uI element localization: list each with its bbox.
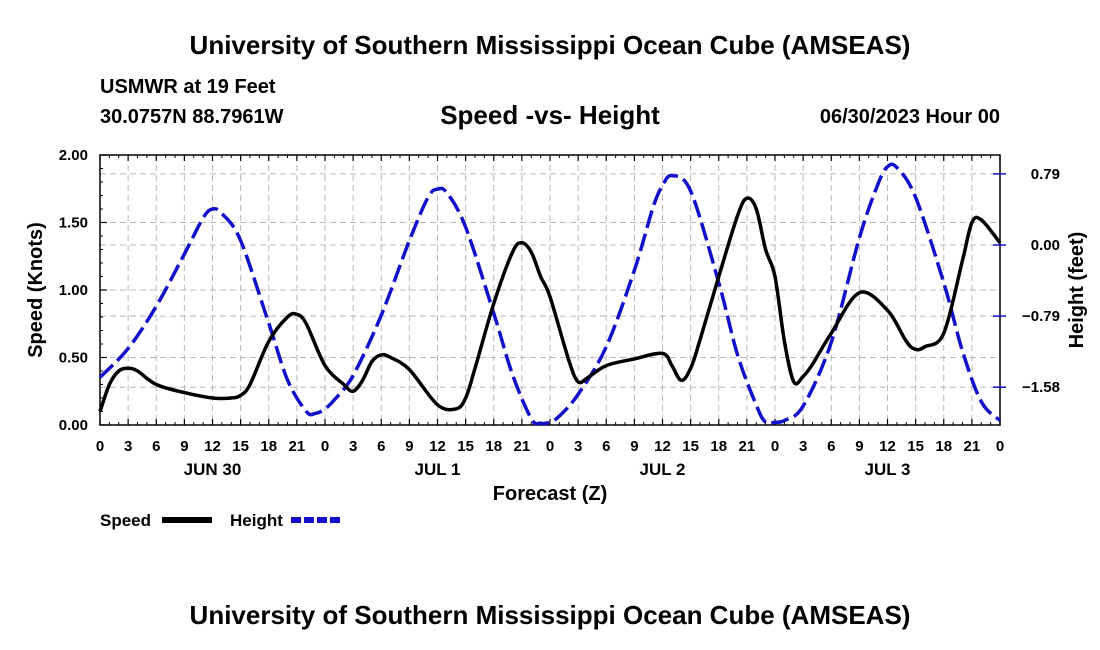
- x-tick-label: 9: [630, 438, 638, 455]
- x-tick-label: 9: [180, 438, 188, 455]
- y-tick-label: 0.00: [59, 417, 88, 434]
- x-tick-label: 0: [321, 438, 329, 455]
- footer-title: University of Southern Mississippi Ocean…: [189, 600, 911, 630]
- x-tick-label: 18: [260, 438, 277, 455]
- y2-axis-label: Height (feet): [1066, 232, 1088, 349]
- x-tick-label: 15: [682, 438, 699, 455]
- y2-tick-label: −0.79: [1022, 308, 1060, 325]
- x-tick-label: 12: [879, 438, 896, 455]
- x-tick-label: 3: [799, 438, 807, 455]
- legend: Speed Height: [100, 511, 341, 530]
- x-tick-label: 3: [349, 438, 357, 455]
- x-tick-label: 0: [96, 438, 104, 455]
- y-axis-label: Speed (Knots): [25, 222, 47, 358]
- legend-height-label: Height: [230, 511, 283, 530]
- x-tick-label: 12: [429, 438, 446, 455]
- y-tick-label: 0.50: [59, 350, 88, 367]
- station-label: USMWR at 19 Feet: [100, 76, 276, 98]
- series-line-speed: [98, 196, 1002, 413]
- day-label: JUL 3: [865, 460, 911, 479]
- x-tick-label: 15: [907, 438, 924, 455]
- x-tick-label: 21: [289, 438, 306, 455]
- x-tick-label: 21: [964, 438, 981, 455]
- x-tick-label: 9: [855, 438, 863, 455]
- day-label: JUL 1: [415, 460, 461, 479]
- x-tick-label: 3: [574, 438, 582, 455]
- x-tick-label: 6: [377, 438, 385, 455]
- chart-subtitle: Speed -vs- Height: [440, 100, 660, 130]
- x-tick-label: 12: [654, 438, 671, 455]
- grid: [100, 155, 1000, 425]
- y-tick-label: 1.00: [59, 282, 88, 299]
- x-tick-label: 12: [204, 438, 221, 455]
- day-label: JUN 30: [184, 460, 242, 479]
- x-tick-label: 6: [827, 438, 835, 455]
- x-axis-label: Forecast (Z): [493, 483, 607, 505]
- x-tick-label: 6: [602, 438, 610, 455]
- y-tick-label: 2.00: [59, 147, 88, 164]
- y2-tick-label: −1.58: [1022, 379, 1060, 396]
- x-tick-label: 0: [996, 438, 1004, 455]
- x-tick-label: 9: [405, 438, 413, 455]
- x-tick-label: 21: [514, 438, 531, 455]
- y2-tick-label: 0.00: [1031, 237, 1060, 254]
- forecast-date: 06/30/2023 Hour 00: [819, 106, 1000, 128]
- tick-labels: 0 3 6 9 12 15 18 21 0 3 6 9 12 15 18 21 0 3 6 9 12 15 18 21 0 3 6 9…: [59, 147, 1060, 479]
- ticks: [99, 154, 1006, 426]
- y-tick-label: 1.50: [59, 215, 88, 232]
- x-tick-label: 15: [232, 438, 249, 455]
- chart-title: University of Southern Mississippi Ocean…: [189, 30, 911, 60]
- series-line-height: [98, 162, 1002, 426]
- series: [98, 162, 1002, 426]
- y2-tick-label: 0.79: [1031, 166, 1060, 183]
- x-tick-label: 18: [710, 438, 727, 455]
- x-tick-label: 6: [152, 438, 160, 455]
- x-tick-label: 0: [771, 438, 779, 455]
- x-tick-label: 3: [124, 438, 132, 455]
- x-tick-label: 21: [739, 438, 756, 455]
- day-label: JUL 2: [640, 460, 686, 479]
- legend-speed-label: Speed: [100, 511, 151, 530]
- x-tick-label: 18: [935, 438, 952, 455]
- coordinates-label: 30.0757N 88.7961W: [100, 106, 284, 128]
- x-tick-label: 18: [485, 438, 502, 455]
- x-tick-label: 15: [457, 438, 474, 455]
- x-tick-label: 0: [546, 438, 554, 455]
